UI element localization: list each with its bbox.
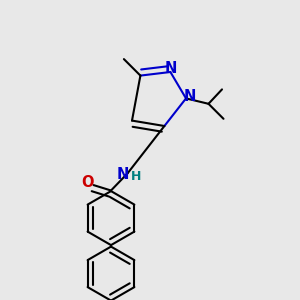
Text: N: N [164,61,177,76]
Text: H: H [131,170,141,184]
Text: O: O [81,175,94,190]
Text: N: N [183,89,196,104]
Text: N: N [117,167,129,182]
